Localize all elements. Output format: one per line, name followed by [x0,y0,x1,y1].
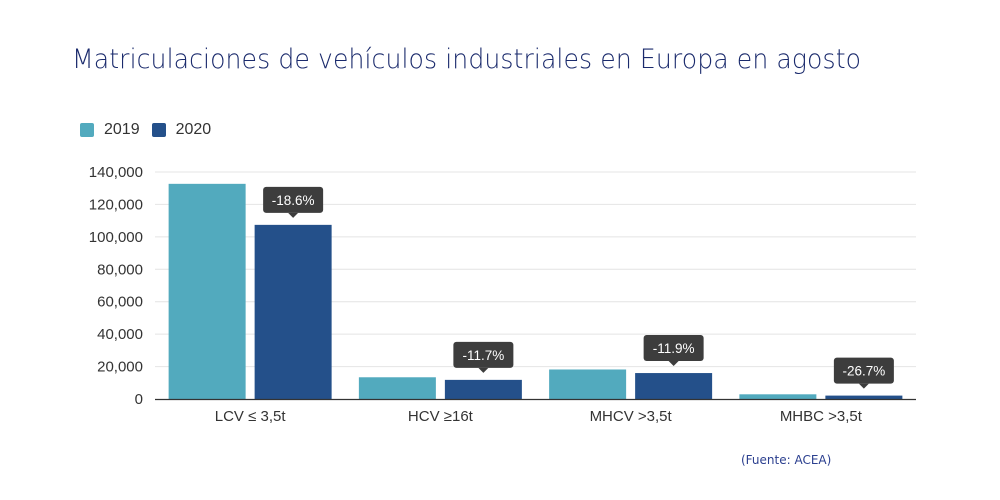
change-annotation: -11.9% [643,335,704,367]
legend: 2019 2020 [80,121,223,139]
y-tick-label: 140,000 [89,164,143,181]
bar-2019 [168,183,246,399]
annotation-label: -11.7% [462,348,504,363]
change-annotation: -11.7% [453,341,514,373]
annotation-box [833,357,894,384]
bar-2019 [549,369,627,399]
annotation-pointer [858,383,869,389]
chart-title: Matriculaciones de vehículos industriale… [72,44,862,75]
legend-swatch-2020 [151,123,166,137]
annotation-label: -18.6% [272,193,315,208]
change-annotation: -18.6% [263,186,324,218]
x-category-label: MHCV >3,5t [590,408,673,425]
y-tick-label: 80,000 [97,261,143,278]
annotation-box [643,335,704,362]
annotation-pointer [668,361,679,367]
annotation-pointer [478,367,489,373]
annotation-label: -11.9% [653,341,695,356]
source-note: (Fuente: ACEA) [741,453,832,467]
x-category-label: LCV ≤ 3,5t [215,408,287,425]
bar-2020 [444,379,522,399]
bar-2019 [358,377,436,399]
legend-swatch-2019 [80,123,94,137]
x-category-label: MHBC >3,5t [780,408,863,425]
legend-label-2020: 2020 [175,121,212,138]
x-category-label: HCV ≥16t [408,408,474,425]
annotation-box [263,186,324,213]
annotation-pointer [288,212,299,218]
y-tick-label: 60,000 [97,294,143,311]
legend-item-2020[interactable]: 2020 [151,121,212,139]
y-tick-label: 100,000 [89,229,143,246]
change-annotation: -26.7% [833,357,894,389]
annotation-box [453,341,514,368]
legend-label-2019: 2019 [104,121,140,138]
y-tick-label: 40,000 [97,326,143,343]
bar-2020 [825,395,903,399]
y-tick-label: 0 [135,391,143,408]
y-tick-label: 120,000 [89,196,143,213]
annotation-label: -26.7% [842,364,885,379]
legend-item-2019[interactable]: 2019 [80,121,140,139]
bar-2020 [254,224,332,399]
y-tick-label: 20,000 [97,359,143,376]
bar-2020 [635,373,713,399]
bar-2019 [739,394,817,399]
